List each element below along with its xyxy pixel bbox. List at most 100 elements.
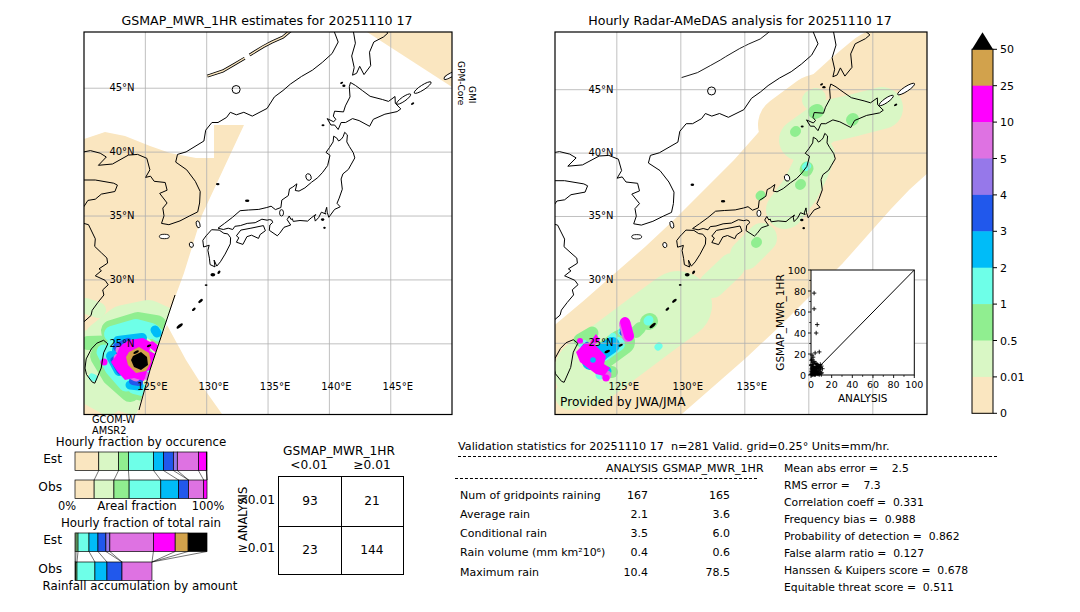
- bar-segment: [129, 480, 161, 499]
- left-lat-label: 30°N: [109, 274, 134, 285]
- validation-row-analysis: 10.4: [588, 567, 648, 579]
- bar-segment: [77, 562, 95, 581]
- bar-segment: [75, 452, 99, 471]
- colorbar-segment: [972, 377, 993, 414]
- validation-row-label: Conditional rain: [460, 528, 547, 540]
- colorbar: 502510543210.50.010: [972, 32, 1025, 420]
- bar-connector: [152, 552, 153, 563]
- validation-score: Hanssen & Kuipers score = 0.678: [784, 565, 968, 577]
- left-lat-label: 25°N: [109, 338, 134, 349]
- inset-ylabel: GSMAP_MWR_1HR: [774, 274, 787, 370]
- left-lon-label: 145°E: [383, 381, 413, 392]
- bar-segment: [154, 452, 164, 471]
- bar-connector: [177, 471, 188, 481]
- bar-connector: [128, 471, 129, 481]
- left-lat-label: 40°N: [109, 146, 134, 157]
- bar-segment: [179, 480, 189, 499]
- colorbar-segment: [972, 195, 993, 232]
- bar-segment: [153, 533, 175, 552]
- validation-row-analysis: 167: [588, 490, 648, 502]
- bar-segment: [110, 533, 154, 552]
- colorbar-segment: [972, 122, 993, 159]
- colorbar-segment: [972, 159, 993, 196]
- left-map-sensor-label-2: GMI: [467, 86, 477, 103]
- bar-segment: [163, 452, 173, 471]
- colorbar-tick-label: 5: [1000, 153, 1007, 166]
- right-lon-label: 135°E: [737, 381, 767, 392]
- colorbar-segment: [972, 304, 993, 341]
- colorbar-tick-label: 0.5: [1000, 335, 1018, 348]
- bar-connector: [114, 471, 119, 481]
- left-map-title: GSMAP_MWR_1HR estimates for 20251110 17: [121, 14, 412, 28]
- colorbar-tick-label: 0.01: [1000, 371, 1025, 384]
- occurrence-axis-max: 100%: [192, 500, 225, 513]
- left-lon-label: 140°E: [321, 381, 351, 392]
- lake-khanka: [708, 87, 716, 95]
- validation-row-label: Average rain: [460, 509, 530, 521]
- bar-segment: [198, 452, 206, 471]
- right-lon-label: 130°E: [673, 381, 703, 392]
- colorbar-over-arrow: [972, 32, 993, 49]
- left-lon-label: 130°E: [198, 381, 228, 392]
- colorbar-tick-label: 2: [1000, 262, 1007, 275]
- bar-segment: [106, 533, 110, 552]
- bar-segment: [188, 533, 207, 552]
- inset-ytick-label: 100: [788, 265, 806, 276]
- colorbar-tick-label: 0: [1000, 407, 1007, 420]
- bar-segment: [189, 480, 204, 499]
- bar-connector: [152, 552, 207, 563]
- bar-segment: [122, 562, 152, 581]
- right-lat-label: 25°N: [588, 337, 613, 348]
- occurrence-axis-min: 0%: [58, 500, 76, 513]
- left-swath-corner: [367, 32, 452, 87]
- contingency-row-1: ≥0.01: [235, 542, 275, 556]
- bar-segment: [161, 480, 179, 499]
- bar-segment: [204, 480, 207, 499]
- inset-ytick-label: 80: [794, 286, 806, 297]
- bar-connector: [94, 471, 99, 481]
- validation-row-gsmap: 78.5: [670, 567, 730, 579]
- inset-xtick-label: 80: [888, 379, 900, 390]
- bar-segment: [114, 480, 129, 499]
- validation-row-analysis: 2.1: [588, 509, 648, 521]
- validation-score: Frequency bias = 0.988: [784, 514, 916, 526]
- bar-segment: [75, 480, 94, 499]
- inset-xtick-label: 60: [867, 379, 879, 390]
- contingency-cell-00: 93: [279, 477, 341, 526]
- bar-connector: [198, 471, 203, 481]
- bar-connector: [154, 471, 161, 481]
- validation-header-analysis: ANALYSIS: [606, 463, 658, 475]
- validation-row-gsmap: 6.0: [670, 528, 730, 540]
- contingency-col-0: <0.01: [290, 459, 327, 473]
- colorbar-segment: [972, 49, 993, 86]
- right-map-title: Hourly Radar-AMeDAS analysis for 2025111…: [588, 14, 892, 28]
- amur-river: [682, 32, 770, 78]
- totalrain-title: Hourly fraction of total rain: [61, 517, 221, 530]
- colorbar-tick-label: 50: [1000, 43, 1014, 56]
- bar-connector: [152, 552, 188, 563]
- contingency-cell-11: 144: [341, 526, 403, 575]
- bar-segment: [89, 533, 98, 552]
- colorbar-segment: [972, 341, 993, 378]
- occurrence-obs-label: Obs: [22, 481, 62, 495]
- inset-scatter: 002020404060608080100100ANALYSISGSMAP_MW…: [774, 265, 923, 405]
- validation-row-analysis: 3.5: [588, 528, 648, 540]
- inset-xtick-label: 0: [808, 379, 814, 390]
- bar-connector: [110, 552, 122, 563]
- bar-segment: [119, 452, 129, 471]
- right-lon-label: 125°E: [609, 381, 639, 392]
- bar-segment: [95, 562, 107, 581]
- left-map: [84, 29, 458, 414]
- left-lat-label: 45°N: [109, 82, 134, 93]
- lake-khanka: [232, 86, 240, 94]
- bar-segment: [99, 452, 119, 471]
- bar-connector: [89, 552, 95, 563]
- contingency-cell-01: 21: [341, 477, 403, 526]
- inset-xtick-label: 100: [905, 379, 923, 390]
- contingency-cell-10: 23: [279, 526, 341, 575]
- occurrence-axis-label: Areal fraction: [97, 500, 177, 513]
- validation-row-gsmap: 3.6: [670, 509, 730, 521]
- bar-segment: [78, 533, 89, 552]
- colorbar-tick-label: 25: [1000, 80, 1014, 93]
- occurrence-title: Hourly fraction by occurence: [56, 436, 226, 449]
